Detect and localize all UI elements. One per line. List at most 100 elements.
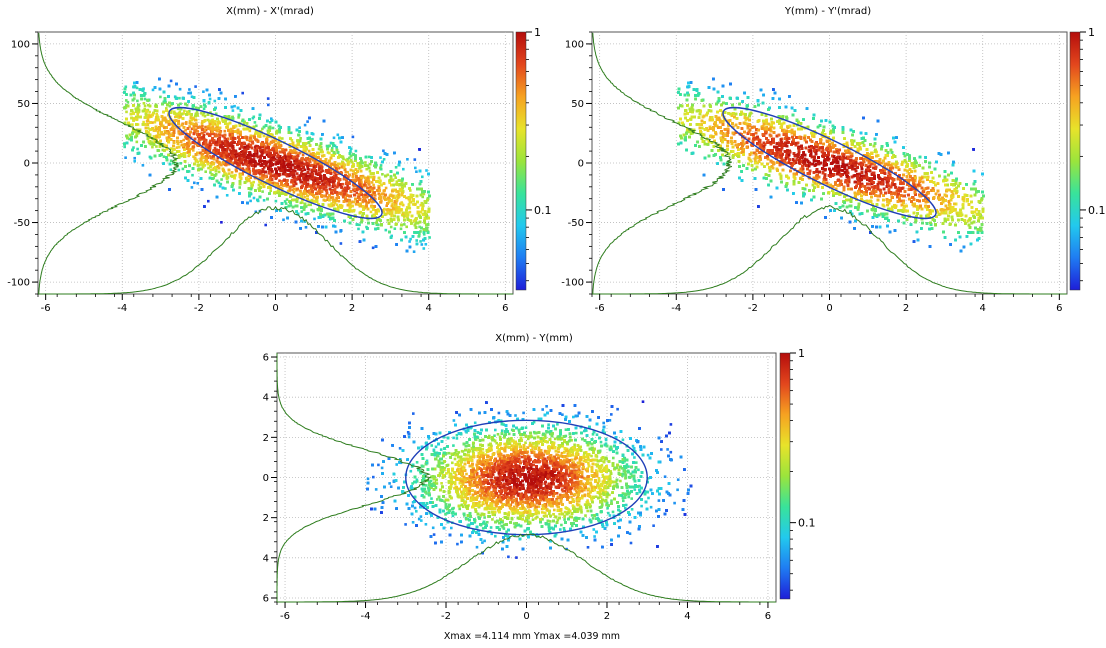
density-point	[252, 117, 255, 120]
density-point	[403, 223, 406, 226]
density-point	[338, 200, 341, 203]
density-point	[369, 170, 372, 173]
density-point	[307, 204, 310, 207]
density-point	[408, 240, 411, 243]
density-point	[284, 200, 287, 203]
density-point	[293, 191, 296, 194]
density-point	[381, 173, 384, 176]
density-point	[222, 175, 225, 178]
density-point	[380, 164, 383, 167]
density-point	[333, 137, 336, 140]
density-point	[153, 135, 156, 138]
density-point	[365, 168, 368, 171]
density-point	[218, 171, 221, 174]
density-point	[253, 197, 256, 200]
density-point	[372, 184, 375, 187]
density-point	[136, 100, 139, 103]
density-point	[207, 200, 210, 203]
density-point	[231, 171, 234, 174]
density-point	[269, 189, 272, 192]
density-point	[163, 155, 166, 158]
density-point	[193, 182, 196, 185]
density-point	[282, 219, 285, 222]
density-point	[290, 132, 293, 135]
density-point	[254, 121, 257, 124]
density-point	[337, 134, 340, 137]
density-point	[239, 147, 242, 150]
density-point	[349, 150, 352, 153]
density-point	[179, 88, 182, 91]
density-point	[396, 180, 399, 183]
density-point	[144, 98, 147, 101]
density-point	[136, 148, 139, 151]
density-point	[372, 247, 375, 250]
density-point	[133, 157, 136, 160]
density-point	[419, 240, 422, 243]
density-point	[214, 100, 217, 103]
density-point	[368, 183, 371, 186]
density-point	[406, 158, 409, 161]
density-point	[136, 141, 139, 144]
density-point	[178, 169, 181, 172]
density-point	[194, 85, 197, 88]
density-point	[422, 205, 425, 208]
density-point	[272, 127, 275, 130]
density-point	[425, 243, 428, 246]
density-point	[144, 105, 147, 108]
density-point	[345, 171, 348, 174]
density-point	[132, 146, 135, 149]
density-point	[313, 218, 316, 221]
density-point	[301, 210, 304, 213]
density-point	[220, 221, 223, 224]
density-point	[409, 211, 412, 214]
density-point	[371, 181, 374, 184]
density-point	[328, 152, 331, 155]
density-point	[394, 227, 397, 230]
density-point	[367, 164, 370, 167]
density-point	[415, 239, 418, 242]
density-point	[355, 150, 358, 153]
density-point	[340, 242, 343, 245]
density-point	[414, 167, 417, 170]
density-point	[395, 166, 398, 169]
density-point	[157, 132, 160, 135]
density-point	[267, 104, 270, 107]
density-point	[143, 102, 146, 105]
density-point	[353, 201, 356, 204]
density-point	[379, 156, 382, 159]
density-point	[183, 110, 186, 113]
density-point	[302, 154, 305, 157]
density-point	[252, 181, 255, 184]
density-point	[267, 97, 270, 100]
density-point	[191, 174, 194, 177]
density-point	[209, 98, 212, 101]
density-point	[170, 80, 173, 83]
density-point	[423, 247, 426, 250]
density-point	[182, 168, 185, 171]
density-point	[182, 139, 185, 142]
density-point	[261, 190, 264, 193]
density-point	[178, 97, 181, 100]
density-point	[306, 120, 309, 123]
density-point	[415, 170, 418, 173]
density-point	[357, 228, 360, 231]
density-point	[159, 96, 162, 99]
density-point	[253, 153, 256, 156]
density-point	[298, 126, 301, 129]
density-point	[263, 199, 266, 202]
density-point	[188, 88, 191, 91]
density-point	[296, 172, 299, 175]
density-point	[127, 101, 130, 104]
density-point	[155, 145, 158, 148]
density-point	[355, 203, 358, 206]
density-point	[170, 168, 173, 171]
density-point	[170, 159, 173, 162]
density-point	[297, 194, 300, 197]
density-point	[413, 250, 416, 253]
density-point	[125, 111, 128, 114]
density-point	[152, 89, 155, 92]
density-point	[425, 169, 428, 172]
density-point	[142, 164, 145, 167]
